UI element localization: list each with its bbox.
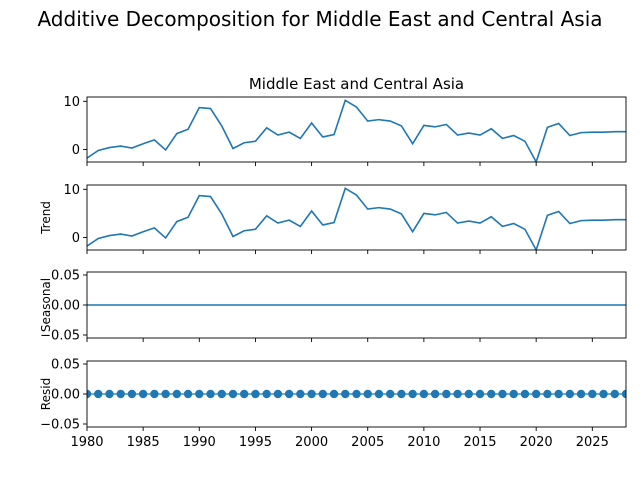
resid-point [487,389,496,399]
resid-point [87,389,92,399]
resid-point [127,389,137,399]
resid-point [307,389,316,399]
resid-point [138,389,148,399]
seasonal-ytick-label: 0.00 [51,299,80,314]
resid-point [554,389,563,399]
resid-point [385,389,395,399]
trend-ytick-label: 0 [72,231,80,246]
trend-series [87,187,626,250]
resid-point [195,389,204,399]
resid-point [284,389,294,399]
observed-series [87,99,626,162]
resid-point [419,389,429,399]
resid-point [296,389,305,399]
panel-observed: 0 10 Middle East and Central Asia [63,75,627,166]
resid-point [262,389,271,399]
resid-point [531,389,541,399]
resid-point [363,389,372,399]
resid-point [116,389,125,399]
xtick-label: 2005 [351,435,384,450]
observed-ytick-label: 0 [72,143,80,158]
resid-point [150,389,159,399]
resid-point [161,389,170,399]
xtick-label: 1980 [70,435,103,450]
resid-point [475,389,485,399]
figure-title: Additive Decomposition for Middle East a… [37,7,602,31]
resid-point [520,389,530,399]
xtick-label: 2010 [407,435,440,450]
resid-point [352,389,361,399]
resid-point [94,389,103,399]
observed-panel-title: Middle East and Central Asia [249,75,464,93]
resid-ytick-label: 0.05 [51,358,80,373]
panels-group: 0 10 Middle East and Central Asia 0 10 Trend −… [39,75,627,450]
resid-point [105,389,114,399]
resid-point [183,389,193,399]
resid-point [329,389,339,399]
resid-point [251,389,260,399]
resid-point [408,389,417,399]
trend-line [87,187,626,250]
xtick-label: 2000 [295,435,328,450]
resid-point [341,389,350,399]
resid-point [543,389,552,399]
resid-point [610,389,619,399]
seasonal-ytick-label: −0.05 [40,329,80,344]
observed-line [87,99,626,162]
observed-axes-frame [86,96,627,163]
xtick-label: 2025 [576,435,609,450]
resid-point [430,389,440,399]
resid-point [318,389,328,399]
xtick-label: 2015 [463,435,496,450]
resid-point [498,389,507,399]
resid-point [588,389,597,399]
xtick-label: 1985 [127,435,160,450]
resid-ylabel: Resid [39,378,53,410]
trend-axes-frame [86,184,627,251]
resid-point [565,389,575,399]
resid-point [240,389,249,399]
seasonal-ylabel: Seasonal [39,278,53,332]
xtick-label: 1995 [239,435,272,450]
resid-point [599,389,608,399]
resid-ytick-label: 0.00 [51,388,80,403]
resid-point [509,389,518,399]
resid-point [374,389,384,399]
resid-point [576,389,586,399]
observed-ytick-label: 10 [63,95,80,110]
resid-point [621,389,626,399]
resid-point [397,389,406,399]
resid-point [453,389,462,399]
resid-series [87,389,626,399]
trend-ytick-label: 10 [63,183,80,198]
resid-point [206,389,215,399]
resid-point [172,389,182,399]
xtick-label: 1990 [183,435,216,450]
resid-point [442,389,451,399]
seasonal-ytick-label: 0.05 [51,269,80,284]
resid-point [228,389,238,399]
panel-trend: 0 10 Trend [39,183,627,254]
resid-point [273,389,283,399]
resid-point [217,389,226,399]
panel-resid: −0.05 0.00 0.05 1980 1985 1990 1995 2000 2005 201… [39,358,627,450]
trend-ylabel: Trend [39,201,53,235]
resid-ytick-label: −0.05 [40,418,80,433]
resid-point [464,389,473,399]
xtick-label: 2020 [520,435,553,450]
